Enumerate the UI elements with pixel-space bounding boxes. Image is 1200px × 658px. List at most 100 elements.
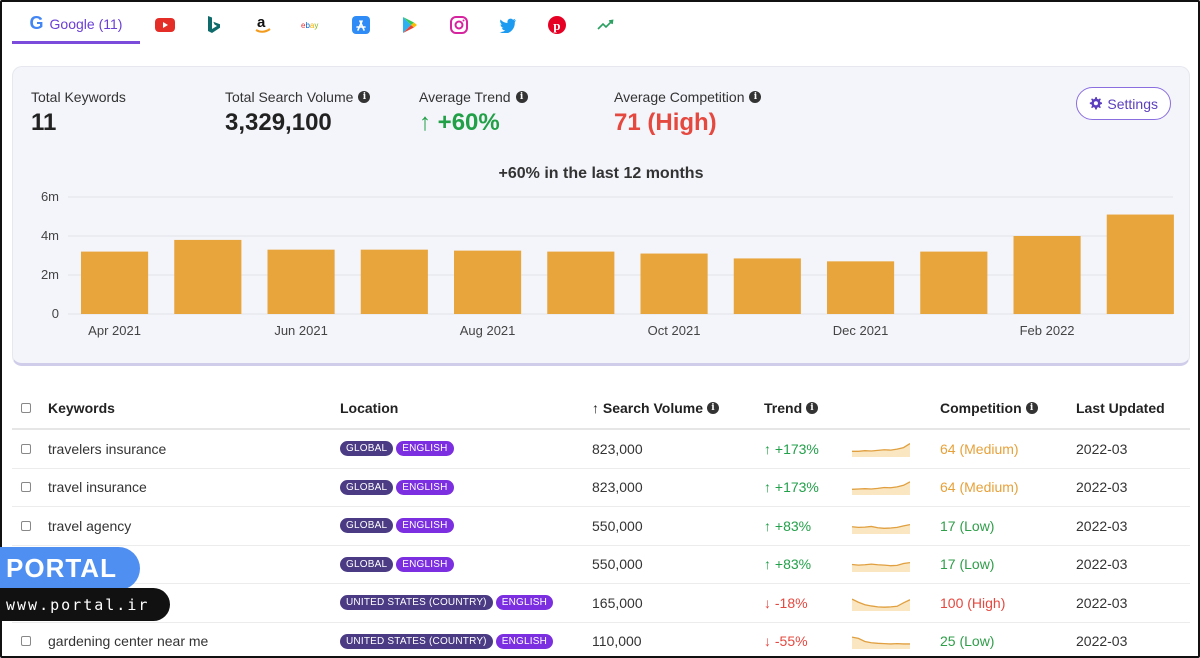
row-checkbox[interactable] <box>21 482 31 493</box>
keyword-cell[interactable]: travel agency <box>48 517 132 534</box>
trend-sparkline <box>852 481 910 496</box>
sparkline-cell <box>852 546 910 584</box>
instagram-icon <box>449 16 468 34</box>
location-badge: GLOBAL <box>340 518 394 534</box>
updated-cell: 2022-03 <box>1076 633 1128 650</box>
bar-nov-2021[interactable] <box>733 258 801 314</box>
header-competition-label: Competition <box>940 400 1022 416</box>
header-trend[interactable]: Trend i <box>764 388 819 428</box>
total-volume-label: Total Search Volume <box>225 89 354 105</box>
gear-icon <box>1090 97 1103 110</box>
tab-instagram[interactable] <box>434 6 483 44</box>
table-row[interactable]: travelers insurance GLOBAL ENGLISH 823,000 ↑… <box>12 430 1190 469</box>
info-icon[interactable]: i <box>515 91 528 103</box>
tab-youtube[interactable] <box>140 6 189 44</box>
select-all-checkbox[interactable] <box>21 403 31 413</box>
tab-pinterest[interactable]: p <box>532 6 581 44</box>
bar-jul-2021[interactable] <box>360 249 428 314</box>
tab-twitter[interactable] <box>483 6 532 44</box>
location-cell: UNITED STATES (COUNTRY) ENGLISH <box>340 584 556 622</box>
tab-bing[interactable] <box>189 6 238 44</box>
header-keywords[interactable]: Keywords <box>48 400 115 416</box>
svg-text:a: a <box>257 15 266 31</box>
row-checkbox[interactable] <box>21 520 31 531</box>
competition-cell: 17 (Low) <box>940 517 995 534</box>
header-competition[interactable]: Competition i <box>940 388 1038 428</box>
amazon-icon: a <box>255 15 271 33</box>
tab-trends[interactable] <box>581 6 630 44</box>
table-row[interactable]: GLOBAL ENGLISH 550,000 ↑ +83% 17 (Low) 2022-0… <box>12 546 1190 584</box>
arrow-up-icon: ↑ <box>764 479 771 496</box>
updated-cell: 2022-03 <box>1076 594 1128 611</box>
location-badge: UNITED STATES (COUNTRY) <box>340 595 493 611</box>
table-row[interactable]: edUNITED STATES (COUNTRY)ENGLISH165,000↓… <box>12 584 1190 623</box>
header-volume[interactable]: ↑ Search Volume i <box>592 388 719 428</box>
header-updated[interactable]: Last Updated <box>1076 400 1165 416</box>
avg-trend-label: Average Trend <box>419 89 511 105</box>
trend-value: +83% <box>774 556 812 573</box>
table-row[interactable]: travel agency GLOBAL ENGLISH 550,000 ↑ +83% 1… <box>12 507 1190 546</box>
tab-app-store[interactable] <box>336 6 385 44</box>
sparkline-area <box>852 637 910 650</box>
trend-cell: ↓ -18% <box>764 584 808 622</box>
stat-total-keywords: Total Keywords 11 <box>31 89 126 137</box>
tab-google-play[interactable] <box>385 6 434 44</box>
bar-aug-2021[interactable] <box>454 250 522 314</box>
location-cell: GLOBAL ENGLISH <box>340 546 457 584</box>
sparkline-line <box>852 562 910 567</box>
trend-value: -55% <box>774 633 808 650</box>
keyword-cell[interactable]: travelers insurance <box>48 440 167 457</box>
twitter-icon <box>499 18 516 33</box>
location-cell: UNITED STATES (COUNTRY) ENGLISH <box>340 623 556 658</box>
tab-amazon[interactable]: a <box>238 6 287 44</box>
updated-cell: 2022-03 <box>1076 556 1128 573</box>
bar-may-2021[interactable] <box>174 239 242 314</box>
trend-sparkline <box>852 442 910 457</box>
info-icon[interactable]: i <box>749 91 762 103</box>
updated-cell: 2022-03 <box>1076 517 1128 534</box>
info-icon[interactable]: i <box>1025 402 1038 414</box>
bar-apr-2021[interactable] <box>81 251 149 314</box>
trend-sparkline <box>852 562 910 573</box>
sparkline-cell <box>852 469 910 507</box>
location-cell: GLOBAL ENGLISH <box>340 469 457 507</box>
sparkline-cell <box>852 507 910 545</box>
volume-cell: 110,000 <box>592 633 642 650</box>
table-row[interactable]: travel insurance GLOBAL ENGLISH 823,000 ↑ +1… <box>12 469 1190 507</box>
location-badge: ENGLISH <box>396 479 454 495</box>
keyword-cell[interactable]: gardening center near me <box>48 633 209 650</box>
volume-cell: 550,000 <box>592 517 643 534</box>
row-checkbox[interactable] <box>21 636 31 647</box>
tab-google[interactable]: G Google (11) <box>12 6 140 44</box>
bar-mar-2022[interactable] <box>1106 214 1174 314</box>
info-icon[interactable]: i <box>358 91 371 103</box>
trend-cell: ↑ +173% <box>764 469 819 507</box>
tab-ebay[interactable]: ebay <box>287 6 336 44</box>
location-badge: ENGLISH <box>396 556 454 572</box>
sparkline-cell <box>852 623 910 658</box>
table-row[interactable]: gardening center near me UNITED STATES (C… <box>12 623 1190 658</box>
settings-button[interactable]: Settings <box>1076 87 1171 120</box>
keyword-cell[interactable]: travel insurance <box>48 479 147 496</box>
volume-cell: 823,000 <box>592 479 643 496</box>
info-icon[interactable]: i <box>706 402 719 414</box>
bar-oct-2021[interactable] <box>640 253 708 314</box>
x-tick-label: Oct 2021 <box>648 323 701 338</box>
info-icon[interactable]: i <box>806 402 819 414</box>
bar-sep-2021[interactable] <box>547 251 615 314</box>
source-tabs: G Google (11) a ebay p <box>12 6 630 44</box>
bar-dec-2021[interactable] <box>827 261 895 314</box>
stat-avg-trend: Average Trend i ↑ +60% <box>419 89 528 137</box>
settings-label: Settings <box>1107 95 1158 112</box>
header-location[interactable]: Location <box>340 400 399 416</box>
bar-feb-2022[interactable] <box>1013 236 1081 314</box>
avg-trend-value: ↑ +60% <box>419 109 528 137</box>
table-header: Keywords Location ↑ Search Volume i Tren… <box>12 388 1190 430</box>
row-checkbox[interactable] <box>21 443 31 454</box>
avg-competition-label: Average Competition <box>614 89 745 105</box>
arrow-up-icon: ↑ <box>764 517 771 534</box>
sparkline-line <box>852 523 910 529</box>
bar-jun-2021[interactable] <box>267 249 335 314</box>
trend-value: -18% <box>774 594 808 611</box>
bar-jan-2022[interactable] <box>920 251 988 314</box>
